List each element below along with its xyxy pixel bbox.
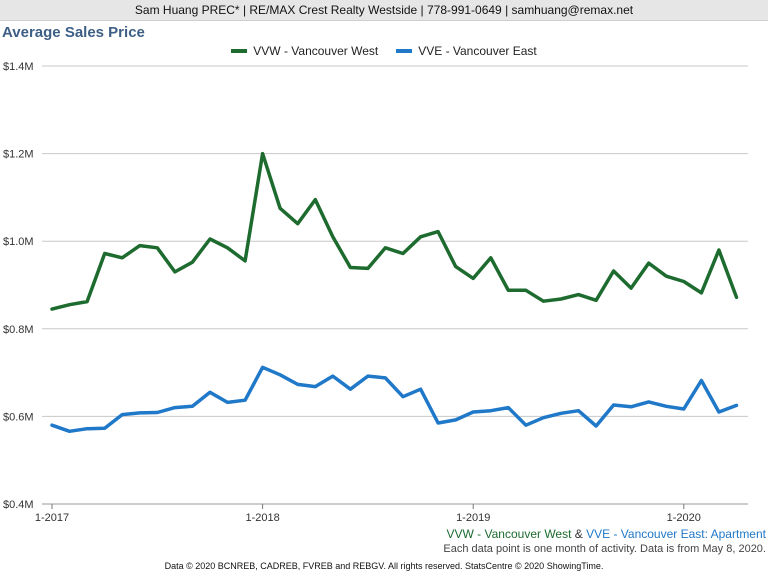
copyright-footer: Data © 2020 BCNREB, CADREB, FVREB and RE… [164,561,604,571]
subtitle-amp: & [571,527,587,541]
y-axis-ticks: $0.4M $0.6M $0.8M $1.0M $1.2M $1.4M [3,61,34,511]
y-tick-label: $0.6M [3,411,34,423]
grid-lines [42,65,748,505]
data-note: Each data point is one month of activity… [443,543,766,555]
x-tick-label: 1-2018 [245,512,279,524]
x-tick-label: 1-2020 [667,512,701,524]
y-tick-label: $1.4M [3,61,34,73]
y-tick-label: $1.2M [3,149,34,161]
y-tick-label: $0.4M [3,499,34,511]
subtitle-vve: VVE - Vancouver East [586,527,705,541]
chart-subtitle: VVW - Vancouver West & VVE - Vancouver E… [447,527,766,541]
legend-swatch-vve [396,49,413,53]
series-lines [50,151,739,434]
series-line-vvw[interactable] [50,151,739,311]
legend-label-vve: VVE - Vancouver East [418,44,537,58]
contact-header: Sam Huang PREC* | RE/MAX Crest Realty We… [0,0,768,21]
chart-legend: VVW - Vancouver West VVE - Vancouver Eas… [0,44,768,58]
x-tick-label: 1-2019 [456,512,490,524]
chart-title: Average Sales Price [2,24,145,41]
legend-label-vvw: VVW - Vancouver West [253,44,379,58]
subtitle-type: : Apartment [704,527,766,541]
x-tick-label: 1-2017 [35,512,69,524]
legend-item-vve[interactable]: VVE - Vancouver East [396,44,537,58]
subtitle-vvw: VVW - Vancouver West [446,527,572,541]
y-tick-label: $1.0M [3,236,34,248]
series-line-vve[interactable] [50,365,739,434]
y-tick-label: $0.8M [3,324,34,336]
legend-item-vvw[interactable]: VVW - Vancouver West [231,44,378,58]
x-axis-ticks: 1-2017 1-2018 1-2019 1-2020 [35,504,701,524]
legend-swatch-vvw [231,49,248,53]
